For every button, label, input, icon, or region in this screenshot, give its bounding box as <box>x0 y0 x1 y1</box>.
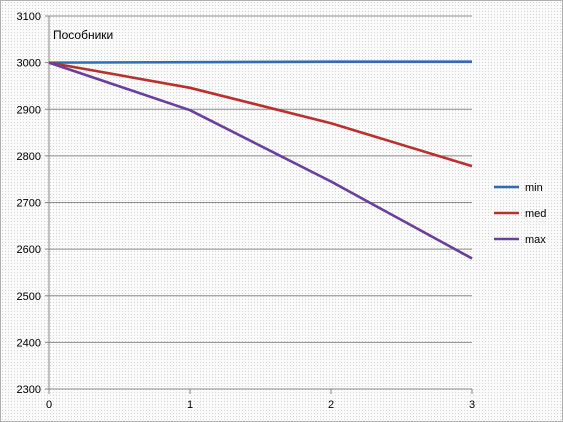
y-tick-label: 2300 <box>17 384 41 396</box>
series-line-min <box>48 60 472 64</box>
x-tick-label: 3 <box>469 399 475 411</box>
y-tick-labels: 2300 2400 2500 2600 2700 2800 2900 3000 3100 <box>17 11 41 396</box>
legend-label-min: min <box>525 182 543 194</box>
y-tick-label: 3100 <box>17 11 41 23</box>
legend: min med max <box>494 182 546 246</box>
y-tick-label: 2500 <box>17 291 41 303</box>
x-tick-label: 2 <box>328 399 334 411</box>
y-tick-label: 2400 <box>17 337 41 349</box>
x-tick-label: 1 <box>187 399 193 411</box>
y-tick-label: 2700 <box>17 198 41 210</box>
series-line-med <box>48 61 473 168</box>
series-lines <box>48 60 473 260</box>
y-tick-label: 2800 <box>17 151 41 163</box>
x-tick-labels: 0 1 2 3 <box>46 399 475 411</box>
grid-lines <box>49 15 472 343</box>
series-line-max <box>48 61 473 260</box>
x-tick-label: 0 <box>46 399 52 411</box>
axes <box>45 15 473 394</box>
y-tick-label: 2900 <box>17 104 41 116</box>
y-tick-label: 2600 <box>17 244 41 256</box>
legend-label-max: max <box>525 234 546 246</box>
legend-label-med: med <box>525 208 546 220</box>
y-tick-label: 3000 <box>17 58 41 70</box>
chart-title: Пособники <box>53 28 113 42</box>
